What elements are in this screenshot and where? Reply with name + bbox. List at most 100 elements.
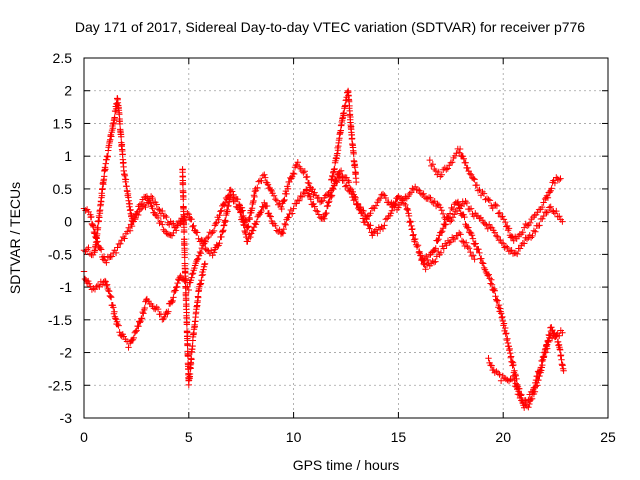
- data-point: [428, 198, 436, 206]
- data-point: [189, 270, 196, 278]
- data-point: [283, 190, 290, 198]
- data-point: [312, 207, 320, 214]
- data-point: [321, 215, 328, 222]
- data-point: [294, 159, 301, 166]
- data-point: [289, 170, 297, 177]
- data-point: [379, 190, 387, 198]
- data-point: [484, 225, 491, 232]
- data-point: [198, 244, 205, 252]
- data-point: [453, 150, 460, 157]
- data-point: [439, 225, 447, 232]
- data-point: [239, 207, 246, 214]
- data-point: [486, 275, 493, 282]
- data-point: [314, 208, 321, 215]
- data-point: [138, 315, 146, 322]
- data-point: [544, 208, 552, 216]
- data-point: [110, 304, 117, 311]
- data-point: [487, 280, 494, 287]
- data-point: [244, 238, 251, 245]
- data-point: [472, 240, 479, 247]
- series-track-6: [426, 145, 564, 244]
- data-point: [241, 227, 248, 235]
- data-point: [451, 211, 458, 218]
- data-point: [541, 195, 549, 203]
- data-point: [364, 221, 371, 228]
- data-point: [181, 254, 188, 261]
- data-point: [154, 214, 162, 222]
- data-point: [145, 197, 152, 204]
- data-point: [325, 199, 332, 206]
- data-point: [135, 211, 142, 219]
- data-point: [428, 162, 435, 170]
- data-point: [448, 204, 455, 212]
- data-point: [101, 277, 109, 285]
- data-point: [447, 238, 454, 246]
- data-point: [492, 201, 499, 208]
- data-point: [374, 230, 381, 237]
- data-point: [488, 362, 495, 369]
- data-point: [108, 294, 115, 301]
- y-tick-label: 2.5: [53, 50, 73, 66]
- data-point: [298, 193, 306, 201]
- data-point: [300, 169, 307, 176]
- data-point: [443, 166, 450, 173]
- data-point: [210, 227, 218, 235]
- data-point: [488, 281, 496, 288]
- data-point: [272, 196, 279, 203]
- data-point: [315, 194, 322, 201]
- data-points: [80, 87, 567, 411]
- data-point: [149, 205, 156, 212]
- data-point: [333, 179, 341, 186]
- data-point: [216, 212, 223, 219]
- x-tick-label: 25: [600, 429, 616, 445]
- data-point: [466, 170, 474, 177]
- data-point: [363, 216, 370, 223]
- data-point: [438, 171, 445, 178]
- data-point: [228, 188, 236, 195]
- data-point: [285, 214, 292, 221]
- data-point: [112, 249, 120, 257]
- data-point: [98, 192, 106, 199]
- data-point: [112, 315, 119, 322]
- data-point: [126, 200, 133, 208]
- data-point: [357, 203, 364, 211]
- data-point: [500, 320, 508, 327]
- y-tick-label: 0: [64, 214, 72, 230]
- data-point: [454, 198, 462, 206]
- data-point: [328, 193, 335, 200]
- data-point: [117, 240, 124, 247]
- data-point: [170, 294, 177, 301]
- data-point: [210, 249, 218, 256]
- data-point: [381, 222, 388, 229]
- data-point: [530, 227, 538, 234]
- data-point: [432, 258, 439, 265]
- data-point: [532, 228, 539, 235]
- data-point: [307, 196, 314, 203]
- data-point: [186, 370, 194, 378]
- data-point: [471, 256, 478, 263]
- data-point: [344, 186, 352, 194]
- data-point: [416, 187, 423, 194]
- data-point: [486, 221, 493, 228]
- data-point: [231, 194, 239, 202]
- data-point: [442, 240, 449, 247]
- data-point: [348, 135, 356, 142]
- data-point: [491, 229, 498, 236]
- data-point: [326, 198, 333, 205]
- data-point: [290, 170, 298, 178]
- data-point: [340, 177, 348, 184]
- data-point: [493, 202, 501, 210]
- data-point: [407, 218, 414, 226]
- data-point: [334, 150, 341, 157]
- data-point: [161, 313, 168, 321]
- data-point: [103, 281, 111, 288]
- data-point: [544, 337, 551, 345]
- data-point: [159, 207, 166, 215]
- data-point: [456, 149, 463, 156]
- data-point: [440, 245, 447, 252]
- data-point: [470, 252, 477, 259]
- data-point: [456, 205, 464, 212]
- data-point: [197, 250, 205, 257]
- data-point: [249, 227, 257, 234]
- data-point: [238, 204, 246, 211]
